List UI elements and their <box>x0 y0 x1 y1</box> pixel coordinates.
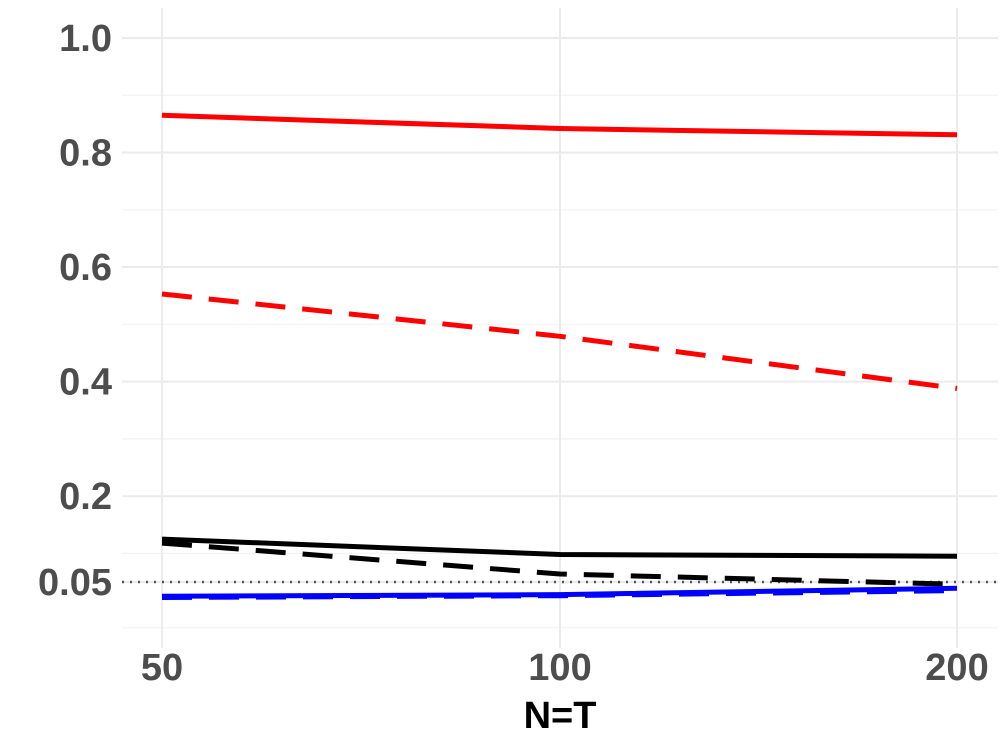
x-axis-title: N=T <box>524 695 597 737</box>
series-line-1 <box>161 112 958 138</box>
x-tick-label: 50 <box>141 647 183 689</box>
series-line-2 <box>161 291 958 391</box>
y-axis-tick-labels: 0.05 0.2 0.4 0.6 0.8 1.0 <box>38 18 112 604</box>
x-tick-label: 100 <box>528 647 591 689</box>
y-tick-label: 1.0 <box>59 18 112 60</box>
series-line-4 <box>161 540 958 587</box>
x-tick-label: 200 <box>925 647 988 689</box>
y-tick-label: 0.05 <box>38 562 112 604</box>
series-lines <box>161 112 958 600</box>
y-tick-label: 0.8 <box>59 133 112 175</box>
y-tick-label: 0.2 <box>59 476 112 518</box>
series-line-3 <box>161 536 958 559</box>
series-line-6 <box>161 588 958 600</box>
x-axis-tick-labels: 50 100 200 <box>141 647 989 689</box>
y-tick-label: 0.6 <box>59 247 112 289</box>
y-tick-label: 0.4 <box>59 362 112 404</box>
